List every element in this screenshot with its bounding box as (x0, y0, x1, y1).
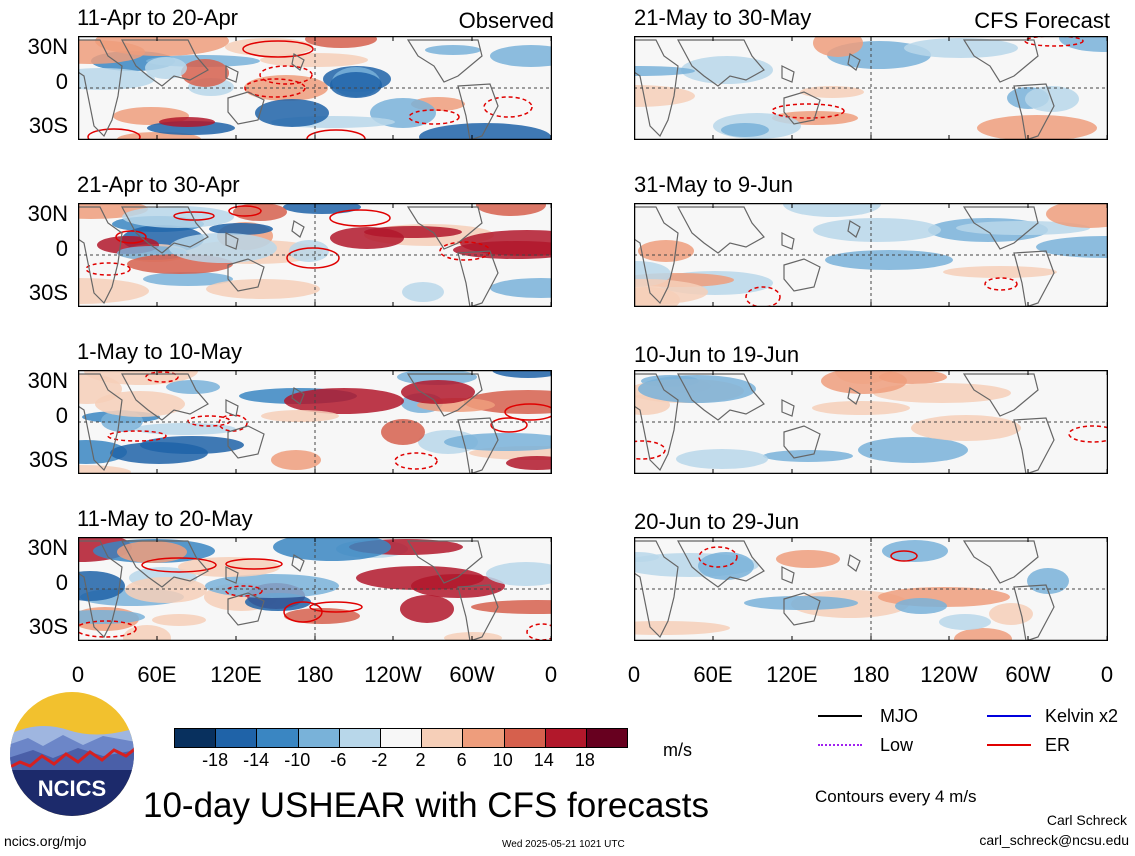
legend-label-kelvin: Kelvin x2 (1045, 706, 1119, 726)
lon-label: 0 (627, 662, 641, 687)
panel-title-left-4: 11-May to 20-May (77, 506, 253, 531)
panel-title-right-3: 10-Jun to 19-Jun (634, 342, 800, 367)
main-title: 10-day USHEAR with CFS forecasts (143, 786, 710, 825)
colorbar-swatch (297, 729, 339, 747)
footer-site: ncics.org/mjo (4, 833, 87, 849)
colorbar-swatch (503, 729, 545, 747)
legend-label-er: ER (1045, 735, 1071, 755)
colorbar (174, 728, 628, 748)
footer-timestamp: Wed 2025-05-21 1021 UTC (502, 839, 625, 850)
colorbar-label: 6 (456, 750, 467, 770)
panel-tag-forecast: CFS Forecast (974, 8, 1110, 33)
panel-title-left-1: 11-Apr to 20-Apr (77, 5, 239, 30)
colorbar-unit: m/s (663, 740, 692, 760)
colorbar-swatch (462, 729, 504, 747)
colorbar-swatch (585, 729, 628, 747)
colorbar-label: 14 (533, 750, 554, 770)
lat-label: 30N (27, 535, 68, 560)
map-panel-right-2 (634, 203, 1108, 307)
map-panel-left-2 (78, 203, 552, 307)
lon-label: 120W (920, 662, 978, 687)
panel-title-left-2: 21-Apr to 30-Apr (77, 172, 240, 197)
ncics-logo: NCICS (10, 692, 134, 816)
colorbar-label: -18 (202, 750, 229, 770)
legend-line-er (987, 744, 1031, 746)
panel-title-right-4: 20-Jun to 29-Jun (634, 509, 800, 534)
colorbar-label: 10 (492, 750, 513, 770)
lon-label: 120W (364, 662, 422, 687)
lon-label: 60E (693, 662, 733, 687)
lat-label: 0 (55, 403, 68, 428)
lon-label: 0 (1100, 662, 1114, 687)
lat-label: 0 (55, 570, 68, 595)
colorbar-swatch (256, 729, 298, 747)
panel-tag-observed: Observed (458, 8, 554, 33)
contour-note: Contours every 4 m/s (815, 787, 977, 806)
colorbar-label: -2 (371, 750, 388, 770)
lon-label: 60W (1005, 662, 1051, 687)
lon-label: 120E (766, 662, 818, 687)
legend-label-mjo: MJO (880, 706, 918, 726)
colorbar-swatch (175, 729, 216, 747)
lon-label: 0 (71, 662, 85, 687)
legend-line-kelvin (987, 715, 1031, 717)
colorbar-swatch (421, 729, 463, 747)
lon-label: 60W (449, 662, 495, 687)
map-panel-left-1 (78, 36, 552, 140)
colorbar-label: -6 (330, 750, 347, 770)
lat-label: 30S (28, 280, 68, 305)
lat-label: 0 (55, 236, 68, 261)
colorbar-swatch (338, 729, 380, 747)
lat-label: 30S (28, 614, 68, 639)
lon-label: 180 (296, 662, 334, 687)
lat-label: 30S (28, 113, 68, 138)
colorbar-swatch (379, 729, 422, 747)
lon-label: 60E (137, 662, 177, 687)
logo-text: NCICS (38, 776, 106, 801)
footer-author: Carl Schreck (1046, 812, 1127, 828)
colorbar-label: -10 (284, 750, 311, 770)
lat-label: 30N (27, 368, 68, 393)
colorbar-label: -14 (243, 750, 270, 770)
lon-label: 120E (210, 662, 262, 687)
lon-label: 0 (544, 662, 558, 687)
lon-label: 180 (852, 662, 890, 687)
lat-label: 0 (55, 69, 68, 94)
map-panel-left-4 (78, 537, 552, 641)
colorbar-swatch (215, 729, 257, 747)
panel-title-right-2: 31-May to 9-Jun (634, 172, 793, 197)
colorbar-label: 18 (574, 750, 595, 770)
legend-line-mjo (818, 715, 862, 717)
map-panel-right-4 (634, 537, 1108, 641)
footer-email: carl_schreck@ncsu.edu (979, 832, 1129, 848)
map-panel-right-3 (634, 370, 1108, 474)
panel-title-left-3: 1-May to 10-May (77, 339, 243, 364)
lat-label: 30N (27, 34, 68, 59)
legend-label-low: Low (880, 735, 914, 755)
map-panel-right-1 (634, 36, 1108, 140)
panel-title-right-1: 21-May to 30-May (634, 5, 812, 30)
colorbar-swatch (544, 729, 586, 747)
colorbar-label: 2 (415, 750, 426, 770)
map-panel-left-3 (78, 370, 552, 474)
lat-label: 30N (27, 201, 68, 226)
legend-line-low (818, 744, 862, 746)
lat-label: 30S (28, 447, 68, 472)
